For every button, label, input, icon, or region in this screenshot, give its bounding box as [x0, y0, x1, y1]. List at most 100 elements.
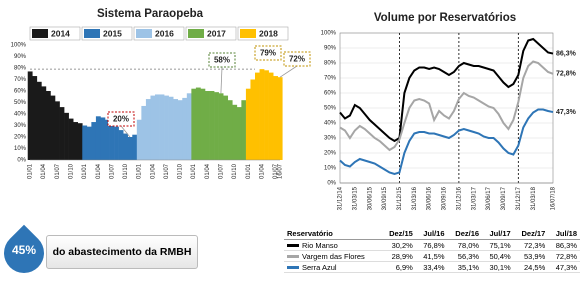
table-cell: 78,0% — [447, 239, 483, 251]
y-tick-label: 100% — [321, 31, 337, 37]
y-tick-label: 60% — [14, 89, 27, 95]
area-column — [91, 122, 97, 160]
legend-label: 2016 — [155, 28, 174, 38]
x-tick-label: 31/03/17 — [471, 186, 477, 210]
x-tick-label: 31/12/15 — [397, 186, 403, 210]
area-column — [159, 94, 165, 160]
legend-label: 2018 — [259, 28, 278, 38]
table-cell: 86,3% — [548, 239, 580, 251]
area-column — [141, 105, 147, 160]
annotation-text: 58% — [214, 56, 230, 65]
y-tick-label: 40% — [14, 112, 27, 118]
x-tick-label: 01/10 — [232, 163, 238, 179]
x-tick-label: 01/04 — [259, 163, 265, 179]
area-column — [132, 134, 138, 160]
legend-label: 2014 — [51, 28, 70, 38]
row-swatch — [287, 266, 299, 270]
legend-swatch — [240, 29, 256, 38]
legend-swatch — [84, 29, 100, 38]
x-tick-label: 01/10 — [178, 163, 184, 179]
table-cell: 24,5% — [513, 261, 549, 273]
area-column — [255, 72, 260, 160]
x-tick-label: 01/04 — [96, 163, 102, 179]
table-header-cell: Dez/17 — [513, 228, 549, 240]
area-column — [32, 76, 38, 160]
table-cell: 75,1% — [482, 239, 514, 251]
series-line — [339, 60, 554, 152]
table-cell: 6,9% — [381, 261, 416, 273]
reservoir-table: Reservatório Dez/15 Jul/16 Dez/16 Jul/17 Dez/… — [284, 228, 580, 273]
legend-label: 2017 — [207, 28, 226, 38]
area-column — [232, 104, 238, 160]
y-tick-label: 10% — [14, 146, 27, 152]
area-column — [77, 123, 83, 160]
x-tick-label: 31/12/17 — [516, 186, 522, 210]
legend-swatch — [188, 29, 204, 38]
table-header-cell: Reservatório — [284, 228, 382, 240]
x-tick-label: 31/03/18 — [531, 186, 537, 210]
table-cell: 35,1% — [447, 261, 483, 273]
row-swatch — [287, 244, 299, 248]
area-column — [95, 116, 101, 160]
area-column — [73, 122, 79, 160]
area-column — [45, 91, 51, 160]
table-cell: 56,3% — [447, 250, 483, 262]
area-column — [136, 119, 142, 160]
table-header-cell: Dez/16 — [447, 228, 483, 240]
table-row: Rio Manso 30,2% 76,8% 78,0% 75,1% 72,3% 86,3% — [284, 239, 580, 251]
x-tick-label: 16/07/18 — [551, 186, 557, 210]
table-header: Reservatório Dez/15 Jul/16 Dez/16 Jul/17 Dez/… — [284, 228, 580, 240]
x-tick-label: 30/06/16 — [427, 186, 433, 210]
y-tick-label: 50% — [324, 106, 337, 112]
area-column — [200, 88, 206, 160]
table-cell: 72,3% — [513, 239, 549, 251]
area-column — [64, 112, 69, 160]
area-column — [264, 70, 269, 160]
table-cell: 53,9% — [513, 250, 549, 262]
x-tick-label: 01/04 — [150, 163, 156, 179]
table-row: Serra Azul 6,9% 33,4% 35,1% 30,1% 24,5% 47,3% — [284, 261, 580, 273]
chart-title: Volume por Reservatórios — [374, 12, 516, 24]
y-tick-label: 0% — [17, 158, 26, 164]
x-tick-label: 30/09/16 — [442, 186, 448, 210]
area-column — [114, 126, 119, 160]
area-column — [177, 100, 183, 160]
series-line — [339, 108, 554, 176]
table-header-cell: Jul/17 — [482, 228, 514, 240]
annotation-text: 20% — [113, 115, 129, 124]
x-tick-label: 31/03/16 — [412, 186, 418, 210]
x-tick-label: 01/07 — [164, 163, 170, 179]
x-tick-label: 01/07 — [55, 163, 61, 179]
area-column — [27, 71, 33, 160]
row-swatch — [287, 255, 299, 259]
x-tick-label: 01/01 — [246, 163, 252, 179]
area-column — [195, 87, 201, 160]
badge-text: do abastecimento da RMBH — [46, 235, 198, 269]
table-header-cell: Dez/15 — [381, 228, 416, 240]
table-body: Rio Manso 30,2% 76,8% 78,0% 75,1% 72,3% 86,3% V… — [284, 239, 580, 273]
area-column — [259, 69, 265, 160]
y-tick-label: 90% — [14, 54, 27, 60]
area-column — [209, 91, 215, 160]
y-tick-label: 20% — [14, 135, 27, 141]
table-cell: 47,3% — [548, 261, 580, 273]
area-column — [227, 100, 233, 160]
annotation-text: 79% — [260, 49, 276, 58]
area-column — [68, 118, 74, 160]
y-tick-label: 20% — [324, 151, 337, 157]
x-tick-label: 30/06/17 — [486, 186, 492, 210]
area-column — [164, 95, 169, 160]
x-tick-label: 30/09/17 — [501, 186, 507, 210]
area-column — [36, 81, 42, 160]
area-column — [82, 125, 88, 160]
area-column — [145, 99, 151, 160]
table-cell: 76,8% — [415, 239, 448, 251]
x-tick-label: 31/12/14 — [338, 186, 344, 210]
value-label: 86,3% — [556, 50, 577, 57]
area-column — [277, 77, 283, 160]
area-column — [155, 94, 160, 160]
area-column — [105, 119, 110, 160]
x-tick-label: 01/01 — [82, 163, 88, 179]
